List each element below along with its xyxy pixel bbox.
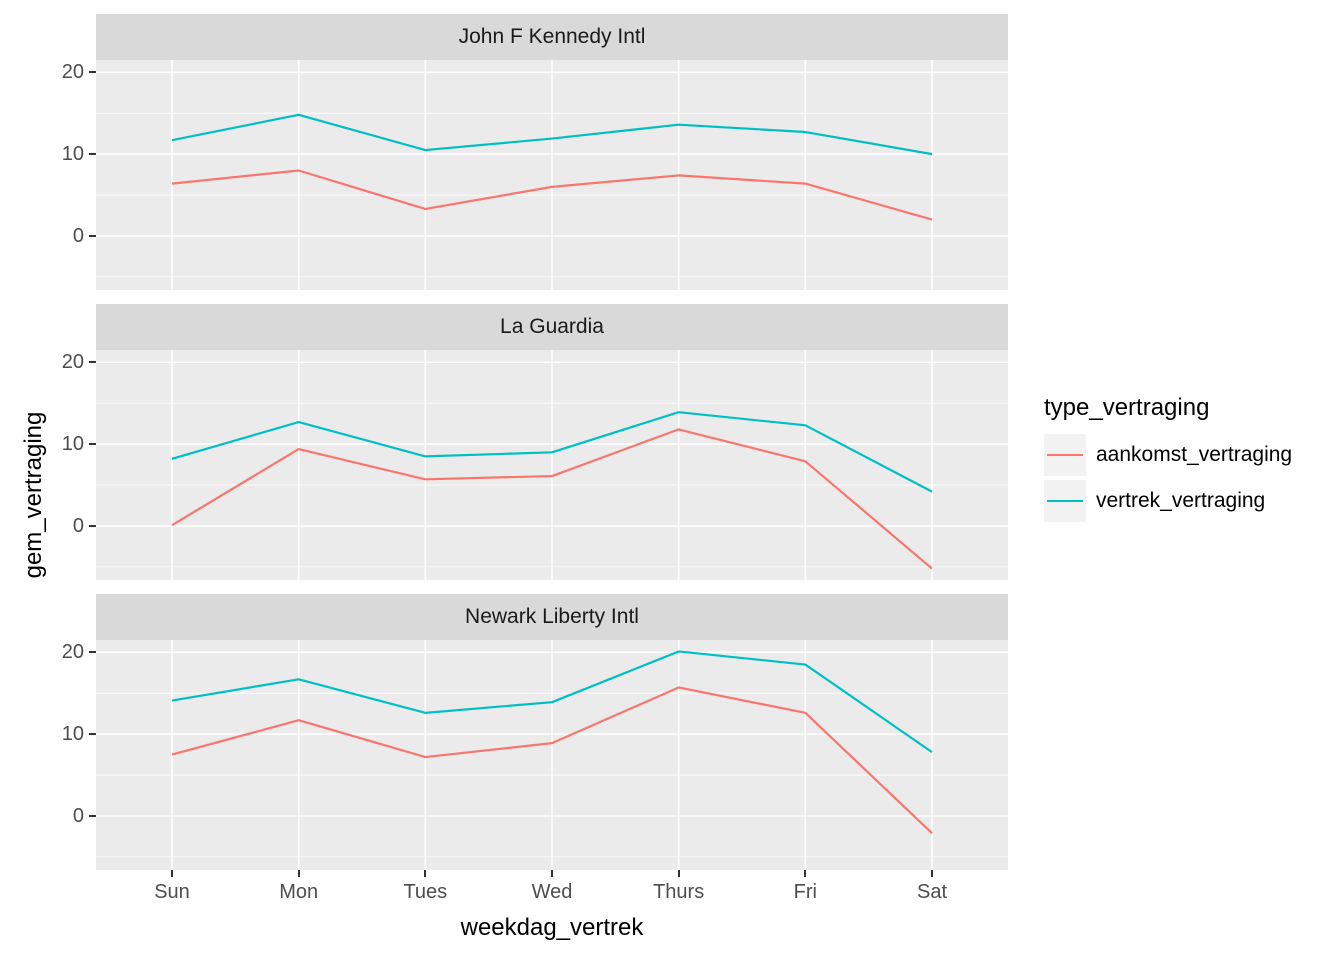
x-tick-mark	[171, 870, 173, 877]
series-line-aankomst_vertraging	[171, 428, 933, 570]
x-tick-label: Thurs	[653, 881, 705, 903]
x-tick-mark	[677, 870, 680, 877]
y-tick-mark	[89, 153, 96, 156]
facet-plot-area	[96, 60, 1008, 290]
y-tick-mark	[89, 71, 96, 74]
y-tick-mark	[89, 361, 96, 364]
facet-strip: Newark Liberty Intl	[96, 594, 1008, 640]
legend: type_vertraging aankomst_vertraging vert…	[1044, 394, 1292, 526]
x-tick-label: Tues	[403, 881, 448, 903]
y-tick-label: 20	[61, 641, 84, 664]
series-line-vertrek_vertraging	[171, 411, 933, 493]
x-tick-label: Fri	[793, 881, 817, 903]
y-tick-mark	[89, 733, 96, 736]
x-tick-mark	[931, 870, 933, 877]
x-tick-mark	[551, 870, 553, 877]
x-tick-mark	[424, 870, 427, 877]
legend-key	[1044, 434, 1086, 476]
legend-label: aankomst_vertraging	[1096, 443, 1293, 466]
y-tick-mark	[89, 443, 96, 446]
series-line-aankomst_vertraging	[171, 686, 933, 834]
y-tick-mark	[89, 524, 96, 527]
facet-title: John F Kennedy Intl	[458, 25, 646, 48]
series-line-vertrek_vertraging	[171, 113, 933, 156]
x-tick-label: Mon	[279, 881, 319, 903]
x-tick-mark	[297, 870, 300, 877]
legend-label: vertrek_vertraging	[1096, 489, 1266, 512]
y-tick-label: 10	[61, 433, 84, 456]
facet-plot-area	[96, 640, 1008, 870]
y-tick-label: 0	[72, 804, 84, 827]
facet-title: Newark Liberty Intl	[465, 605, 639, 628]
y-tick-mark	[89, 814, 96, 817]
facet-panel	[96, 350, 1008, 580]
y-tick-label: 0	[72, 514, 84, 537]
x-tick-label: Wed	[531, 881, 573, 903]
legend-key-line-aankomst	[1047, 454, 1083, 456]
facet-panel	[96, 60, 1008, 290]
y-tick-label: 20	[61, 61, 84, 84]
legend-title: type_vertraging	[1044, 394, 1210, 421]
y-tick-label: 10	[61, 723, 84, 746]
series-line-vertrek_vertraging	[171, 650, 933, 754]
y-tick-mark	[89, 234, 96, 237]
x-tick-label: Sun	[154, 881, 190, 903]
facet-strip: John F Kennedy Intl	[96, 14, 1008, 60]
facet-title: La Guardia	[500, 315, 604, 338]
y-tick-mark	[89, 651, 96, 654]
y-tick-label: 10	[61, 143, 84, 166]
x-axis-title: weekdag_vertrek	[460, 914, 644, 941]
facet-panel	[96, 640, 1008, 870]
facet-plot-area	[96, 350, 1008, 580]
facet-strip: La Guardia	[96, 304, 1008, 350]
series-line-aankomst_vertraging	[171, 169, 933, 221]
y-tick-label: 0	[72, 224, 84, 247]
legend-entry-aankomst: aankomst_vertraging	[1044, 434, 1292, 476]
x-tick-label: Sat	[916, 881, 948, 903]
legend-key	[1044, 480, 1086, 522]
legend-entry-vertrek: vertrek_vertraging	[1044, 480, 1292, 522]
x-tick-mark	[804, 870, 807, 877]
y-tick-label: 20	[61, 351, 84, 374]
legend-key-line-vertrek	[1047, 500, 1083, 502]
